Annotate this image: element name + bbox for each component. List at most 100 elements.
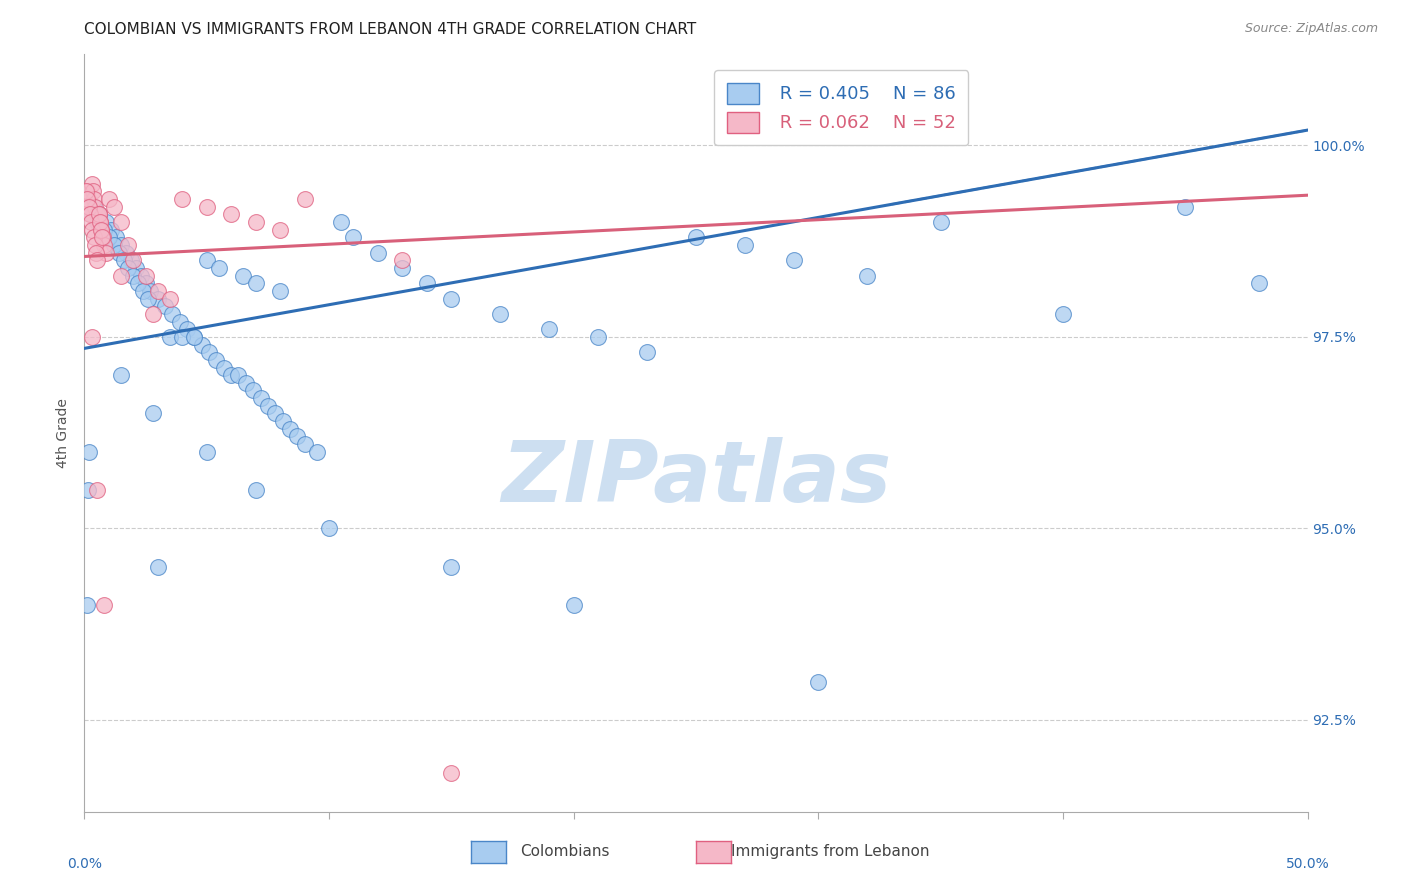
Point — [86, 483, 108, 497]
Point — [103, 238, 125, 252]
Point — [245, 483, 267, 497]
Point — [86, 215, 108, 229]
Point — [90, 222, 112, 236]
Point — [83, 200, 105, 214]
Point — [135, 277, 157, 291]
Point — [245, 215, 267, 229]
Point — [807, 674, 830, 689]
Point — [294, 192, 316, 206]
Point — [538, 322, 561, 336]
Point — [83, 238, 105, 252]
Point — [783, 253, 806, 268]
Point — [278, 422, 301, 436]
Point — [305, 444, 328, 458]
Point — [183, 330, 205, 344]
Point — [391, 253, 413, 268]
Point — [219, 207, 242, 221]
Point — [245, 277, 267, 291]
Point — [159, 330, 181, 344]
Point — [269, 222, 291, 236]
Point — [146, 559, 169, 574]
Point — [97, 192, 120, 206]
Point — [80, 215, 103, 229]
Point — [77, 444, 100, 458]
Point — [195, 444, 218, 458]
Point — [96, 245, 118, 260]
Point — [84, 200, 107, 214]
Point — [112, 253, 135, 268]
Point — [132, 284, 155, 298]
Point — [198, 345, 221, 359]
Point — [162, 307, 184, 321]
Point — [82, 222, 104, 236]
Text: Source: ZipAtlas.com: Source: ZipAtlas.com — [1244, 22, 1378, 36]
Text: 0.0%: 0.0% — [67, 857, 101, 871]
Point — [110, 268, 132, 283]
Point — [125, 260, 148, 275]
Point — [191, 337, 214, 351]
Point — [90, 222, 112, 236]
Point — [91, 230, 114, 244]
Y-axis label: 4th Grade: 4th Grade — [56, 398, 70, 467]
Text: 50.0%: 50.0% — [1285, 857, 1330, 871]
Point — [110, 368, 132, 383]
Point — [77, 200, 100, 214]
Point — [122, 253, 145, 268]
Point — [117, 238, 139, 252]
Point — [636, 345, 658, 359]
Point — [856, 268, 879, 283]
Point — [80, 207, 103, 221]
Point — [929, 215, 952, 229]
Point — [205, 352, 228, 367]
Point — [139, 284, 162, 298]
Point — [117, 260, 139, 275]
Point — [285, 429, 308, 443]
Point — [82, 185, 104, 199]
Point — [110, 215, 132, 229]
Point — [96, 215, 118, 229]
Point — [90, 222, 112, 236]
Point — [1247, 277, 1270, 291]
Point — [83, 230, 105, 244]
Point — [264, 407, 287, 421]
Point — [183, 330, 205, 344]
Text: ZIPatlas: ZIPatlas — [501, 436, 891, 520]
Point — [294, 437, 316, 451]
Point — [242, 384, 264, 398]
Point — [93, 598, 115, 612]
Point — [86, 207, 108, 221]
Text: Immigrants from Lebanon: Immigrants from Lebanon — [731, 845, 929, 859]
Point — [76, 185, 98, 199]
Point — [84, 245, 107, 260]
Point — [269, 284, 291, 298]
Point — [127, 277, 149, 291]
Point — [136, 292, 159, 306]
Point — [440, 559, 463, 574]
Point — [212, 360, 235, 375]
Point — [172, 330, 194, 344]
Point — [330, 215, 353, 229]
Point — [122, 268, 145, 283]
Point — [87, 215, 110, 229]
Point — [79, 207, 101, 221]
Point — [159, 292, 181, 306]
Point — [169, 315, 191, 329]
Point — [391, 260, 413, 275]
Point — [105, 230, 128, 244]
Point — [172, 192, 194, 206]
Point — [367, 245, 389, 260]
Point — [1052, 307, 1074, 321]
Point — [489, 307, 512, 321]
Text: Colombians: Colombians — [520, 845, 610, 859]
Point — [146, 284, 169, 298]
Point — [342, 230, 364, 244]
Point — [80, 177, 103, 191]
Point — [685, 230, 707, 244]
Point — [76, 598, 98, 612]
Point — [103, 200, 125, 214]
Point — [77, 192, 100, 206]
Point — [83, 192, 105, 206]
Point — [1174, 200, 1197, 214]
Point — [80, 330, 103, 344]
Point — [107, 245, 129, 260]
